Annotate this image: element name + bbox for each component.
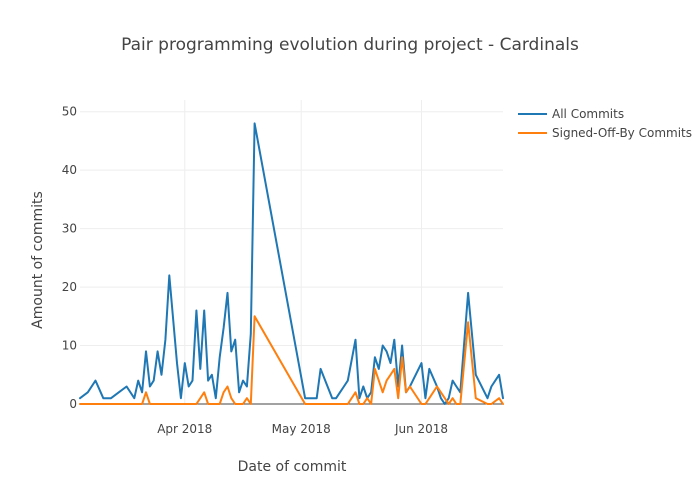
x-axis-title: Date of commit — [238, 459, 347, 475]
y-axis-title: Amount of commits — [30, 191, 46, 329]
legend-label: All Commits — [552, 107, 624, 121]
y-tick-label: 0 — [69, 397, 77, 411]
chart-title: Pair programming evolution during projec… — [121, 35, 579, 55]
x-tick-label: Apr 2018 — [157, 422, 212, 436]
y-tick-label: 50 — [62, 105, 77, 119]
y-axis-ticks: 0 10 20 30 40 50 — [62, 105, 77, 411]
x-axis-ticks: Apr 2018 May 2018 Jun 2018 — [157, 422, 448, 436]
legend[interactable]: All Commits Signed-Off-By Commits — [518, 107, 692, 140]
x-tick-label: May 2018 — [272, 422, 331, 436]
series-line-signed-off-by-commits[interactable] — [79, 315, 504, 405]
series-layer — [79, 122, 504, 405]
y-tick-label: 40 — [62, 163, 77, 177]
x-tick-label: Jun 2018 — [394, 422, 448, 436]
legend-item-all-commits[interactable]: All Commits — [518, 107, 624, 121]
legend-label: Signed-Off-By Commits — [552, 126, 692, 140]
legend-item-signed-off-by-commits[interactable]: Signed-Off-By Commits — [518, 126, 692, 140]
y-tick-label: 10 — [62, 339, 77, 353]
y-tick-label: 20 — [62, 280, 77, 294]
y-tick-label: 30 — [62, 222, 77, 236]
grid — [80, 100, 503, 404]
series-line-all-commits[interactable] — [79, 122, 504, 405]
